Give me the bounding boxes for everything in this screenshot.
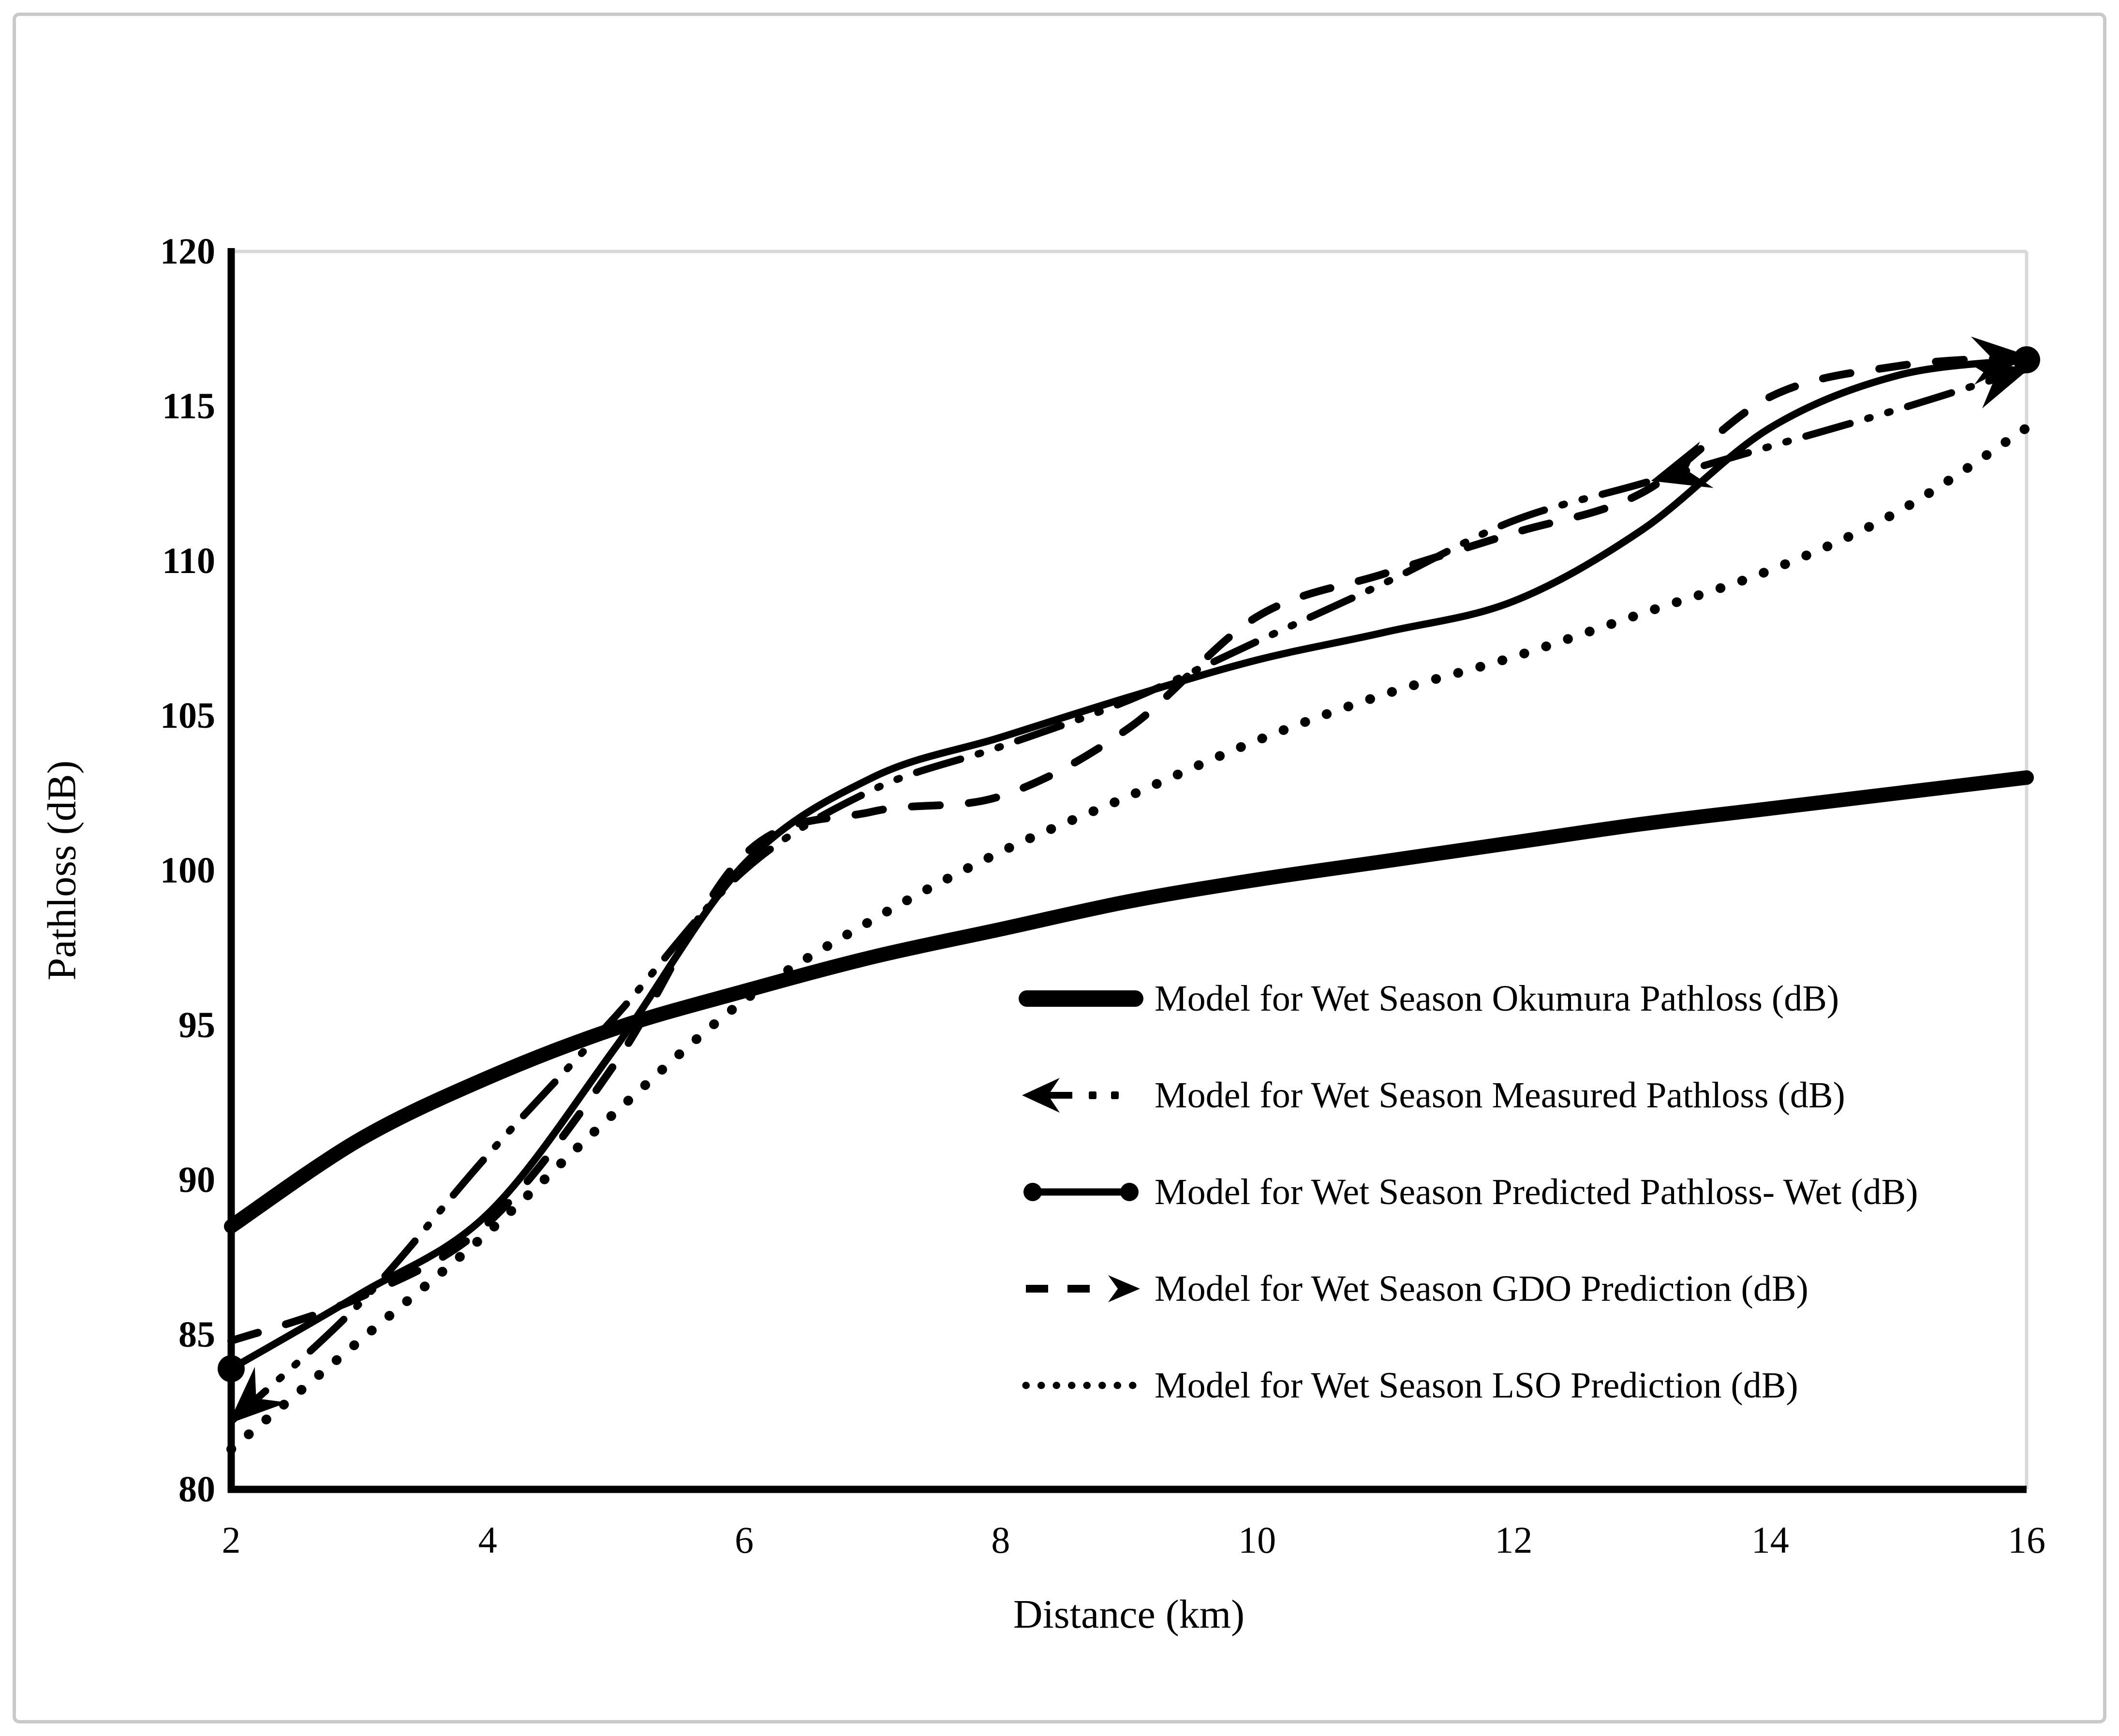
x-tick-label-12: 12 bbox=[1495, 1519, 1533, 1561]
x-tick-label-16: 16 bbox=[2008, 1519, 2045, 1561]
x-axis-title: Distance (km) bbox=[1013, 1592, 1245, 1637]
y-tick-label-85: 85 bbox=[178, 1314, 215, 1355]
legend-item-gdo: Model for Wet Season GDO Prediction (dB) bbox=[1018, 1262, 1808, 1315]
y-tick-label-90: 90 bbox=[178, 1160, 215, 1200]
y-tick-label-80: 80 bbox=[178, 1469, 215, 1510]
legend-label-gdo: Model for Wet Season GDO Prediction (dB) bbox=[1155, 1268, 1808, 1309]
legend-item-lso: Model for Wet Season LSO Prediction (dB) bbox=[1018, 1359, 1798, 1412]
plot-area bbox=[218, 248, 2040, 1493]
legend-item-predicted: Model for Wet Season Predicted Pathloss-… bbox=[1018, 1165, 1918, 1219]
x-tick-label-8: 8 bbox=[991, 1519, 1010, 1561]
legend-label-measured: Model for Wet Season Measured Pathloss (… bbox=[1155, 1075, 1845, 1116]
x-tick-label-10: 10 bbox=[1238, 1519, 1276, 1561]
x-tick-label-2: 2 bbox=[222, 1519, 241, 1561]
legend-label-okumura: Model for Wet Season Okumura Pathloss (d… bbox=[1155, 978, 1839, 1019]
y-tick-label-105: 105 bbox=[160, 695, 215, 736]
x-tick-label-6: 6 bbox=[735, 1519, 754, 1561]
legend-item-okumura: Model for Wet Season Okumura Pathloss (d… bbox=[1018, 972, 1839, 1025]
y-tick-label-95: 95 bbox=[178, 1005, 215, 1045]
y-tick-label-110: 110 bbox=[162, 541, 215, 581]
legend-label-lso: Model for Wet Season LSO Prediction (dB) bbox=[1155, 1365, 1798, 1406]
y-tick-label-120: 120 bbox=[160, 231, 215, 272]
lso-dotted-line-icon bbox=[1022, 1382, 1141, 1389]
measured-arrow-dots-icon bbox=[1022, 1078, 1119, 1113]
x-tick-label-14: 14 bbox=[1751, 1519, 1789, 1561]
gdo-dashed-arrow-icon bbox=[1026, 1275, 1140, 1302]
legend-item-measured: Model for Wet Season Measured Pathloss (… bbox=[1018, 1069, 1845, 1122]
y-tick-label-100: 100 bbox=[160, 850, 215, 891]
series-lso-line bbox=[226, 423, 2031, 1454]
okumura-thick-line-icon bbox=[1019, 990, 1143, 1007]
series-predicted-line bbox=[218, 346, 2040, 1383]
y-tick-label-115: 115 bbox=[162, 386, 215, 427]
series-gdo-line bbox=[227, 336, 2030, 1345]
predicted-circle-line-icon bbox=[1023, 1183, 1139, 1201]
x-tick-label-4: 4 bbox=[478, 1519, 497, 1561]
y-axis-title: Pathloss (dB) bbox=[39, 760, 85, 981]
legend-label-predicted: Model for Wet Season Predicted Pathloss-… bbox=[1155, 1172, 1918, 1212]
